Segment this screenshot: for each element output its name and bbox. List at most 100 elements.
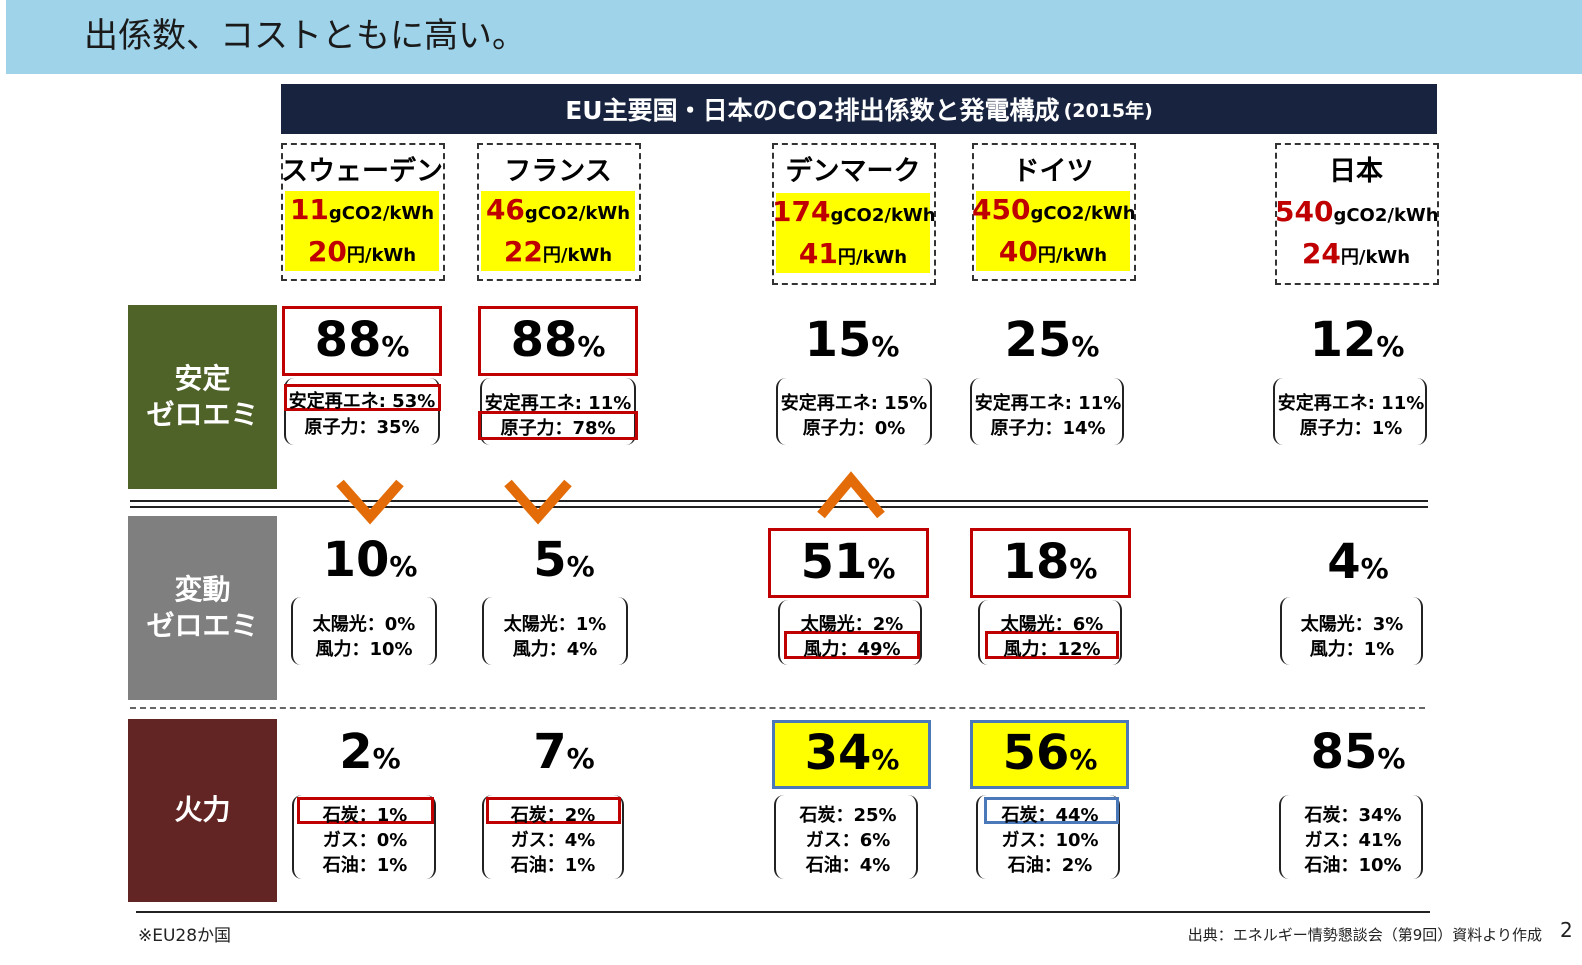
variable-line: 風力：1%: [1309, 639, 1395, 660]
variable-line: 太陽光：0%: [312, 614, 416, 635]
stable-total-germany: 25%: [1004, 312, 1100, 368]
thermal-total-germany: 56%: [1002, 725, 1098, 781]
stable-line: 原子力：14%: [990, 418, 1106, 439]
up-arrow-icon: [817, 471, 885, 519]
stable-total-sweden: 88%: [314, 312, 410, 368]
detail-bracket: [774, 795, 918, 879]
detail-bracket: [970, 378, 1124, 445]
variable-line: 風力：10%: [315, 639, 413, 660]
yellow-highlight: [970, 720, 1129, 789]
thermal-line: 石炭：34%: [1304, 805, 1402, 826]
stable-line: 安定再エネ: 15%: [780, 393, 928, 414]
thermal-line: 石炭：1%: [322, 805, 408, 826]
highlight-frame: [984, 797, 1119, 824]
country-name: スウェーデン: [281, 156, 443, 187]
stable-line: 原子力：0%: [802, 418, 906, 439]
variable-line: 太陽光：2%: [800, 614, 904, 635]
thermal-line: 石油：10%: [1304, 855, 1402, 876]
cost-value: 24円/kWh: [1301, 237, 1411, 270]
section-divider-dashed: [130, 707, 1425, 709]
stable-line: 原子力：78%: [500, 418, 616, 439]
thermal-total-denmark: 34%: [804, 725, 900, 781]
down-arrow-icon: [336, 479, 404, 525]
thermal-line: ガス：10%: [1001, 830, 1099, 851]
country-header-japan: 日本 540gCO2/kWh 24円/kWh: [1275, 143, 1439, 285]
page-number: 2: [1560, 918, 1573, 942]
category-variable-zero-emission: 変動 ゼロエミ: [128, 516, 277, 700]
highlight-frame: [985, 631, 1119, 659]
down-arrow-icon: [504, 479, 572, 525]
detail-bracket: [1273, 378, 1427, 445]
highlight-frame: [282, 306, 442, 376]
country-name: デンマーク: [785, 156, 921, 187]
country-box: [477, 143, 641, 281]
thermal-line: 石炭：2%: [510, 805, 596, 826]
country-box: [1275, 143, 1439, 285]
variable-total-france: 5%: [533, 532, 595, 588]
detail-bracket: [482, 795, 624, 879]
thermal-total-france: 7%: [533, 724, 595, 780]
thermal-line: 石油：1%: [322, 855, 408, 876]
stable-line: 安定再エネ: 11%: [974, 393, 1122, 414]
country-header-sweden: スウェーデン 11gCO2/kWh 20円/kWh: [281, 143, 445, 281]
variable-line: 太陽光：1%: [503, 614, 607, 635]
emission-value: 46gCO2/kWh: [485, 193, 631, 226]
yellow-highlight: [481, 191, 635, 271]
country-box: [281, 143, 445, 281]
yellow-highlight: [776, 193, 930, 273]
stable-line: 原子力：35%: [304, 417, 420, 438]
highlight-frame: [486, 797, 621, 824]
thermal-line: 石炭：44%: [1001, 805, 1099, 826]
detail-bracket: [1280, 597, 1423, 665]
emission-value: 450gCO2/kWh: [972, 193, 1136, 226]
thermal-line: ガス：6%: [805, 830, 891, 851]
variable-line: 風力：49%: [803, 639, 901, 660]
highlight-frame: [970, 720, 1129, 789]
variable-total-japan: 4%: [1327, 534, 1389, 590]
chart-title-year: (2015年): [1063, 99, 1153, 122]
country-header-germany: ドイツ 450gCO2/kWh 40円/kWh: [972, 143, 1136, 281]
variable-line: 太陽光：6%: [1000, 614, 1104, 635]
thermal-line: 石油：2%: [1007, 855, 1093, 876]
banner-text: 出係数、コストともに高い。: [84, 16, 526, 56]
cost-value: 41円/kWh: [798, 237, 908, 270]
stable-line: 安定再エネ: 11%: [1277, 393, 1425, 414]
emission-value: 174gCO2/kWh: [772, 195, 936, 228]
detail-bracket: [778, 600, 922, 665]
highlight-frame: [768, 528, 929, 598]
section-divider-double: [130, 500, 1428, 508]
category-thermal: 火力: [128, 719, 277, 902]
stable-total-france: 88%: [510, 312, 606, 368]
thermal-line: ガス：0%: [322, 830, 408, 851]
stable-line: 安定再エネ: 53%: [288, 391, 436, 412]
thermal-line: 石油：4%: [805, 855, 891, 876]
variable-total-germany: 18%: [1002, 534, 1098, 590]
country-name: フランス: [504, 156, 612, 187]
footer-rule: [136, 911, 1430, 913]
highlight-frame: [297, 797, 434, 824]
stable-total-denmark: 15%: [804, 312, 900, 368]
cost-value: 20円/kWh: [307, 235, 417, 268]
country-header-france: フランス 46gCO2/kWh 22円/kWh: [477, 143, 641, 281]
thermal-line: 石炭：25%: [799, 805, 897, 826]
detail-bracket: [291, 597, 437, 665]
yellow-highlight: [976, 191, 1130, 271]
source-citation: 出典：エネルギー情勢懇談会（第9回）資料より作成: [1187, 926, 1542, 944]
variable-total-denmark: 51%: [800, 534, 896, 590]
header-banner: 出係数、コストともに高い。: [6, 0, 1582, 74]
footnote: ※EU28か国: [138, 926, 232, 946]
detail-bracket: [482, 597, 628, 665]
detail-bracket: [284, 378, 440, 445]
country-name: ドイツ: [1012, 156, 1094, 187]
thermal-line: 石油：1%: [510, 855, 596, 876]
emission-value: 540gCO2/kWh: [1275, 195, 1439, 228]
detail-bracket: [976, 795, 1120, 879]
variable-total-sweden: 10%: [322, 532, 418, 588]
detail-bracket: [978, 600, 1122, 665]
stable-total-japan: 12%: [1309, 312, 1405, 368]
country-name: 日本: [1329, 156, 1383, 187]
highlight-frame: [478, 306, 638, 376]
country-box: [772, 143, 936, 285]
emission-value: 11gCO2/kWh: [289, 193, 435, 226]
detail-bracket: [1279, 795, 1423, 879]
